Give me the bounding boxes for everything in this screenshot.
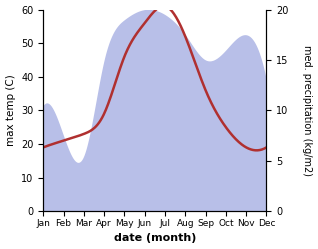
Y-axis label: med. precipitation (kg/m2): med. precipitation (kg/m2) [302,45,313,176]
X-axis label: date (month): date (month) [114,234,196,244]
Y-axis label: max temp (C): max temp (C) [5,74,16,146]
